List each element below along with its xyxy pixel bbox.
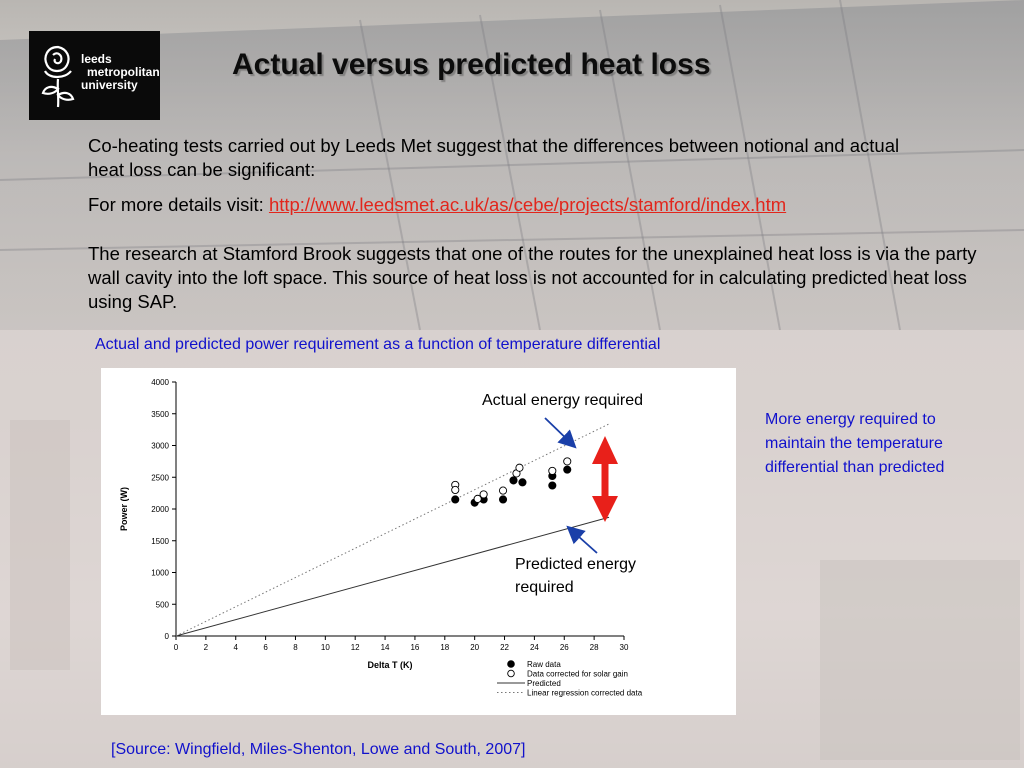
- y-tick-label: 2500: [151, 473, 169, 482]
- x-tick-label: 30: [620, 643, 629, 652]
- y-tick-label: 0: [165, 632, 170, 641]
- chart-container: 0 500 1000 1500 2000 2500 3000 3500 4000 0 2 4 6 8 10 1…: [101, 368, 736, 715]
- raw-data-point: [451, 495, 460, 504]
- x-tick-label: 4: [234, 643, 239, 652]
- y-tick-label: 4000: [151, 378, 169, 387]
- source-citation: [Source: Wingfield, Miles-Shenton, Lowe …: [111, 741, 526, 758]
- legend-entry: Linear regression corrected data: [527, 689, 643, 698]
- corrected-data-point: [479, 490, 488, 499]
- y-tick-label: 3500: [151, 410, 169, 419]
- x-tick-label: 0: [174, 643, 179, 652]
- legend-corrected-marker: [507, 669, 515, 678]
- raw-data-point: [548, 481, 557, 490]
- corrected-data-point: [515, 463, 524, 472]
- x-tick-label: 6: [263, 643, 268, 652]
- x-axis-label: Delta T (K): [368, 660, 413, 670]
- corrected-data-point: [498, 486, 508, 495]
- legend-raw-marker: [507, 660, 515, 668]
- university-logo: leeds metropolitan university: [29, 31, 160, 120]
- raw-data-point: [563, 465, 572, 474]
- chart-caption: Actual and predicted power requirement a…: [95, 336, 661, 353]
- x-tick-label: 12: [351, 643, 360, 652]
- corrected-data-point: [563, 457, 572, 466]
- details-prefix: For more details visit:: [88, 194, 269, 215]
- regression-line: [175, 423, 610, 637]
- details-paragraph: For more details visit: http://www.leeds…: [88, 193, 988, 217]
- logo-line-3: university: [81, 78, 138, 92]
- legend-entry: Data corrected for solar gain: [527, 670, 628, 679]
- x-tick-label: 18: [440, 643, 449, 652]
- research-paragraph: The research at Stamford Brook suggests …: [88, 243, 977, 312]
- x-tick-label: 20: [470, 643, 479, 652]
- x-tick-label: 24: [530, 643, 539, 652]
- rose-icon: [41, 45, 75, 108]
- corrected-data-point: [548, 466, 557, 475]
- details-link[interactable]: http://www.leedsmet.ac.uk/as/cebe/projec…: [268, 194, 787, 215]
- y-tick-label: 2000: [151, 505, 169, 514]
- side-note: More energy required to maintain the tem…: [765, 411, 945, 476]
- y-tick-label: 1000: [151, 569, 169, 578]
- y-axis-label: Power (W): [119, 487, 129, 531]
- intro-paragraph: Co-heating tests carried out by Leeds Me…: [88, 135, 900, 180]
- y-tick-label: 1500: [151, 537, 169, 546]
- y-tick-label: 500: [156, 600, 170, 609]
- x-tick-label: 16: [410, 643, 419, 652]
- x-tick-label: 14: [381, 643, 390, 652]
- x-tick-label: 22: [500, 643, 509, 652]
- legend-entry: Raw data: [527, 660, 561, 669]
- y-tick-label: 3000: [151, 442, 169, 451]
- predicted-energy-label: Predicted energy required: [515, 556, 636, 596]
- corrected-data-point: [451, 485, 460, 494]
- actual-energy-label: Actual energy required: [482, 392, 643, 409]
- logo-text: leeds metropolitan university: [81, 53, 160, 92]
- x-tick-label: 2: [204, 643, 209, 652]
- x-tick-label: 10: [321, 643, 330, 652]
- page-title: Actual versus predicted heat loss: [232, 48, 711, 81]
- x-tick-label: 26: [560, 643, 569, 652]
- x-tick-label: 28: [590, 643, 599, 652]
- raw-data-point: [509, 476, 518, 485]
- raw-data-point: [518, 478, 527, 487]
- x-tick-label: 8: [293, 643, 298, 652]
- legend-entry: Predicted: [527, 679, 561, 688]
- raw-data-point: [498, 495, 508, 504]
